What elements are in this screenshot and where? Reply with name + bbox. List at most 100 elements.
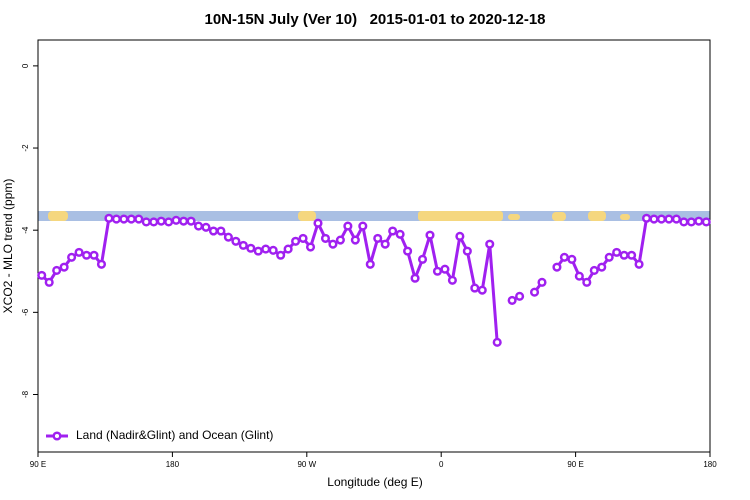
point bbox=[44, 277, 54, 287]
point bbox=[126, 214, 136, 224]
point bbox=[276, 250, 286, 260]
point bbox=[380, 239, 390, 249]
point bbox=[507, 295, 517, 305]
plot-frame bbox=[37, 39, 711, 453]
point bbox=[268, 245, 278, 255]
point bbox=[67, 252, 77, 262]
point bbox=[246, 243, 256, 253]
point bbox=[350, 235, 360, 245]
point bbox=[641, 213, 652, 223]
point bbox=[679, 217, 689, 227]
point bbox=[470, 283, 480, 293]
point bbox=[179, 216, 189, 226]
point bbox=[455, 231, 465, 241]
point bbox=[537, 277, 547, 287]
point bbox=[238, 240, 248, 250]
point bbox=[358, 221, 368, 231]
point bbox=[485, 239, 495, 249]
x-tick-label: 90 W bbox=[297, 460, 316, 469]
point bbox=[253, 246, 263, 256]
point bbox=[216, 226, 226, 236]
point bbox=[686, 217, 696, 227]
point bbox=[141, 217, 151, 227]
point bbox=[559, 252, 569, 262]
map-strip bbox=[38, 211, 710, 221]
point bbox=[701, 217, 711, 227]
point bbox=[403, 246, 413, 256]
point bbox=[320, 233, 331, 243]
point bbox=[492, 337, 502, 347]
point bbox=[298, 233, 308, 243]
point bbox=[432, 266, 443, 276]
y-tick-label: -2 bbox=[21, 144, 30, 152]
point bbox=[74, 247, 84, 257]
point bbox=[186, 216, 196, 226]
point bbox=[515, 291, 525, 301]
point bbox=[164, 217, 174, 227]
point bbox=[627, 250, 637, 260]
point bbox=[582, 277, 592, 287]
point bbox=[447, 275, 457, 285]
point bbox=[552, 262, 562, 272]
x-tick-label: 180 bbox=[166, 460, 180, 469]
point bbox=[335, 235, 345, 245]
point bbox=[37, 270, 47, 280]
y-tick-label: 0 bbox=[21, 63, 30, 68]
point bbox=[604, 252, 614, 262]
point bbox=[305, 242, 316, 252]
x-axis-label: Longitude (deg E) bbox=[327, 475, 422, 489]
point bbox=[343, 221, 353, 231]
chart-title: 10N-15N July (Ver 10) 2015-01-01 to 2020… bbox=[204, 11, 545, 28]
point bbox=[373, 233, 383, 243]
point bbox=[664, 214, 674, 224]
point bbox=[52, 265, 62, 275]
point bbox=[119, 214, 129, 224]
point bbox=[440, 264, 450, 274]
x-tick-label: 0 bbox=[439, 460, 444, 469]
x-tick-label: 90 E bbox=[30, 460, 46, 469]
point bbox=[156, 216, 166, 226]
y-tick-label: -8 bbox=[21, 390, 30, 398]
y-tick-label: -4 bbox=[21, 226, 30, 234]
point bbox=[529, 287, 540, 297]
y-axis-label: XCO2 - MLO trend (ppm) bbox=[1, 179, 15, 314]
point bbox=[597, 262, 607, 272]
point bbox=[328, 239, 338, 249]
point bbox=[694, 216, 704, 226]
point bbox=[417, 254, 428, 264]
point bbox=[261, 244, 271, 254]
point bbox=[231, 236, 241, 246]
x-tick-label: 180 bbox=[703, 460, 717, 469]
point bbox=[410, 273, 420, 283]
point bbox=[89, 250, 99, 260]
point bbox=[313, 218, 323, 228]
point bbox=[111, 214, 121, 224]
point bbox=[201, 222, 211, 232]
point bbox=[134, 214, 144, 224]
point bbox=[149, 217, 159, 227]
point bbox=[619, 250, 629, 260]
point bbox=[425, 230, 435, 240]
point bbox=[589, 265, 599, 275]
point bbox=[395, 229, 405, 239]
point bbox=[612, 247, 622, 257]
point bbox=[104, 213, 114, 223]
point bbox=[81, 250, 92, 260]
point bbox=[656, 214, 667, 224]
point bbox=[208, 226, 219, 236]
point bbox=[634, 259, 644, 269]
point bbox=[671, 214, 681, 224]
point bbox=[291, 236, 301, 246]
point bbox=[462, 246, 472, 256]
y-tick-label: -6 bbox=[21, 308, 30, 316]
x-tick-label: 90 E bbox=[567, 460, 583, 469]
legend-label: Land (Nadir&Glint) and Ocean (Glint) bbox=[76, 428, 273, 442]
point bbox=[649, 214, 659, 224]
legend-marker bbox=[52, 431, 62, 441]
point bbox=[567, 254, 577, 264]
point bbox=[96, 259, 107, 269]
point bbox=[388, 226, 398, 236]
point bbox=[193, 221, 204, 231]
point bbox=[223, 232, 233, 242]
